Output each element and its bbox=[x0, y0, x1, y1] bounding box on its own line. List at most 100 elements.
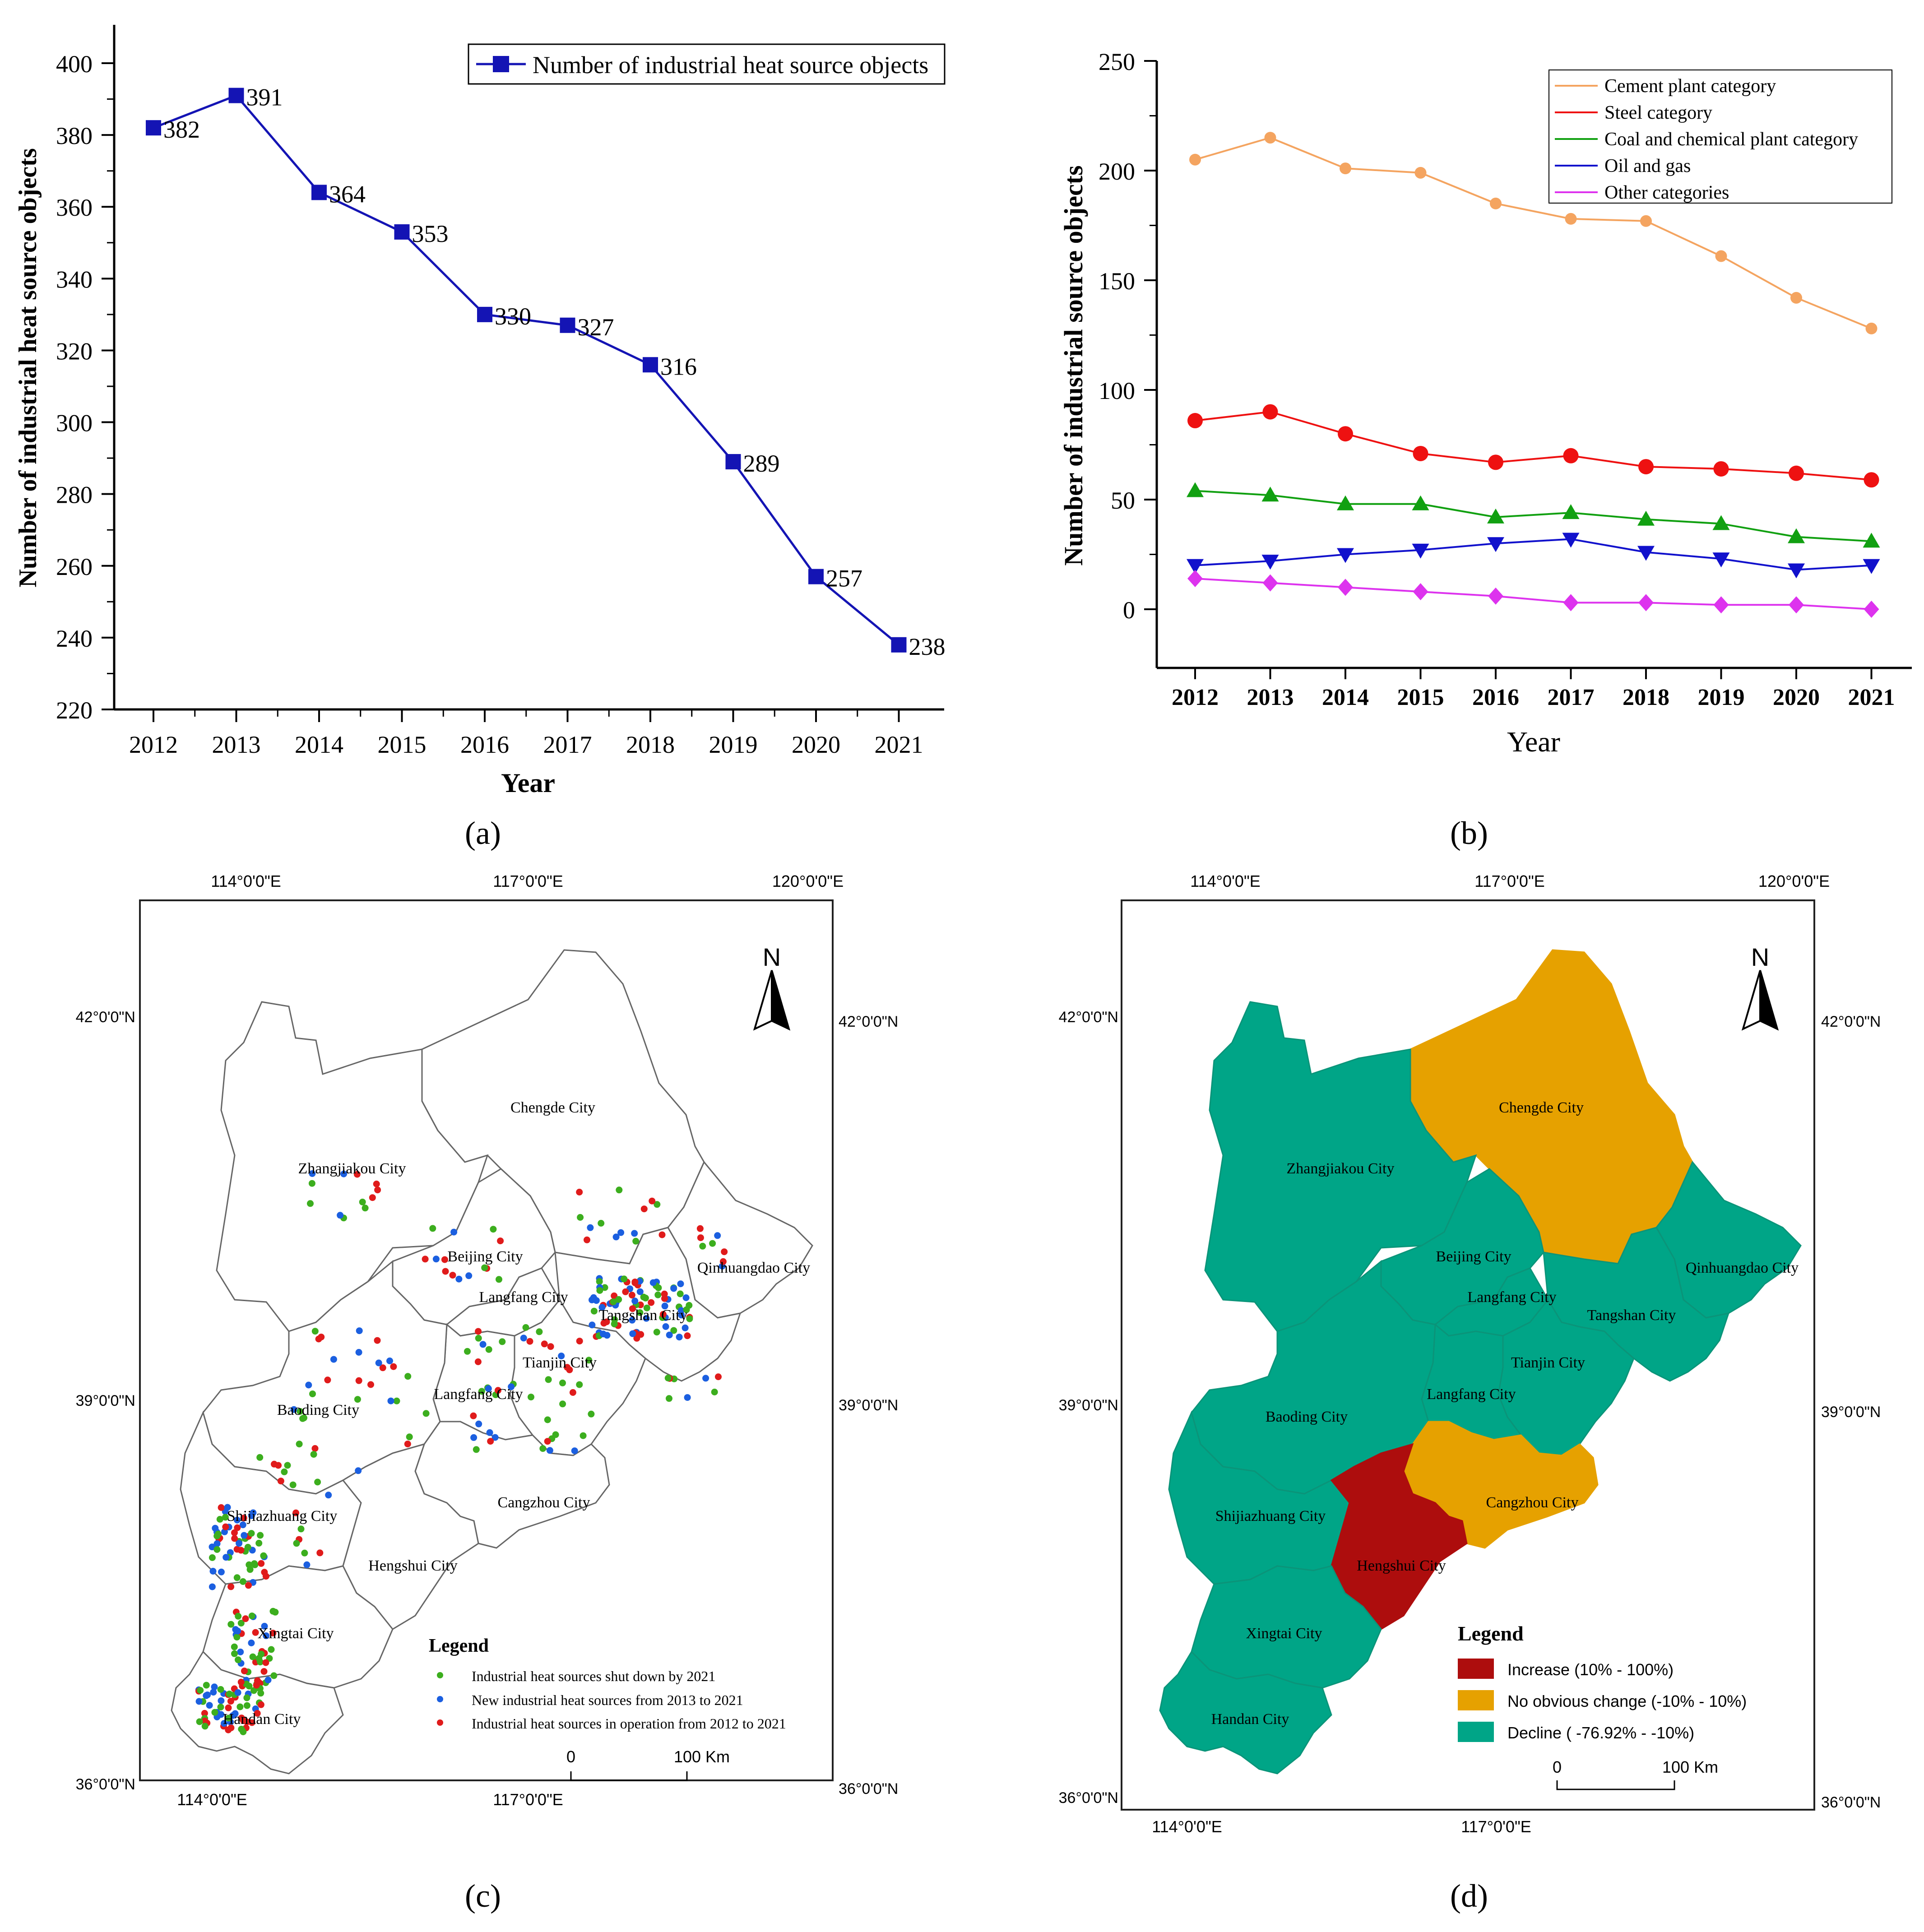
map-c-source-dot bbox=[379, 1364, 386, 1371]
map-c-source-dot bbox=[297, 1408, 304, 1415]
chart-b-point bbox=[1713, 596, 1729, 614]
panel-d-label: (d) bbox=[1450, 1878, 1488, 1914]
map-c-source-dot bbox=[212, 1524, 219, 1532]
chart-b-point bbox=[1338, 579, 1353, 596]
map-c-source-dot bbox=[293, 1540, 300, 1547]
map-c-source-dot bbox=[241, 1668, 248, 1675]
chart-a-point bbox=[477, 306, 492, 322]
map-c-source-dot bbox=[311, 1445, 319, 1452]
map-c-source-dot bbox=[325, 1492, 332, 1499]
map-c-source-dot bbox=[218, 1568, 225, 1575]
map-c-source-dot bbox=[217, 1686, 224, 1693]
map-c-source-dot bbox=[240, 1515, 247, 1522]
map-c-source-dot bbox=[367, 1381, 374, 1388]
map-c-right-lat-label: 39°0'0"N bbox=[839, 1397, 898, 1414]
map-c-source-dot bbox=[387, 1397, 394, 1404]
map-c-source-dot bbox=[252, 1629, 259, 1636]
chart-b-x-tick-label: 2021 bbox=[1848, 685, 1895, 710]
legend-dot-shut bbox=[437, 1672, 443, 1678]
map-c-city-labels: Chengde City Zhangjiakou City Beijing City… bbox=[223, 1099, 811, 1728]
map-c-source-dot bbox=[666, 1331, 673, 1339]
map-c-legend-item-3: Industrial heat sources in operation fro… bbox=[472, 1715, 786, 1732]
chart-a-legend-marker bbox=[493, 56, 509, 72]
chart-a-y-tick-label: 280 bbox=[56, 482, 93, 509]
map-c-source-dot bbox=[337, 1212, 344, 1219]
chart-b-y-label: Number of industrial source objects bbox=[1059, 165, 1088, 565]
map-c-source-dot bbox=[201, 1723, 209, 1730]
map-c-city-chengde: Chengde City bbox=[510, 1099, 595, 1116]
map-c-source-dot bbox=[499, 1338, 506, 1345]
chart-b-y-tick-label: 50 bbox=[1111, 487, 1135, 514]
map-c-source-dot bbox=[666, 1395, 672, 1402]
map-c-source-dot bbox=[311, 1328, 319, 1335]
map-c-source-dot bbox=[251, 1560, 258, 1567]
map-c-source-dot bbox=[307, 1200, 314, 1207]
map-c-source-dot bbox=[316, 1549, 324, 1557]
chart-a-y-axis: 220 240 260 280 300 320 340 360 380 400 bbox=[56, 51, 114, 724]
map-c-source-dot bbox=[616, 1186, 623, 1194]
chart-b-legend-label: Other categories bbox=[1604, 182, 1729, 203]
map-c-source-dot bbox=[571, 1447, 578, 1455]
chart-a-data-label: 364 bbox=[329, 181, 366, 208]
map-c-source-dot bbox=[429, 1225, 436, 1232]
chart-a-data-label: 382 bbox=[163, 116, 200, 143]
legend-swatch-decline bbox=[1458, 1722, 1494, 1742]
map-c-source-dot bbox=[709, 1240, 716, 1247]
chart-a-y-tick-label: 260 bbox=[56, 553, 93, 580]
map-c-source-dot bbox=[536, 1328, 543, 1335]
map-c-source-dot bbox=[491, 1434, 499, 1441]
map-c-source-dot bbox=[225, 1714, 232, 1722]
chart-b-legend: Cement plant category Steel category Coal … bbox=[1548, 69, 1892, 204]
map-c-source-dot bbox=[485, 1385, 492, 1392]
map-c-source-dot bbox=[470, 1434, 478, 1441]
chart-a-data-label: 327 bbox=[578, 314, 614, 341]
chart-a-y-tick-label: 240 bbox=[56, 625, 93, 652]
chart-a-x-tick-label: 2016 bbox=[460, 731, 509, 758]
map-c-source-dot bbox=[246, 1566, 254, 1573]
map-c-source-dot bbox=[558, 1353, 565, 1360]
map-c-source-dot bbox=[696, 1225, 704, 1232]
chart-b-y-axis: 0 50 100 150 200 250 bbox=[1099, 48, 1157, 624]
map-c-dots bbox=[195, 1170, 728, 1735]
map-c-legend-item-1: Industrial heat sources shut down by 202… bbox=[472, 1668, 715, 1684]
map-c-source-dot bbox=[256, 1454, 264, 1461]
map-c-source-dot bbox=[559, 1379, 566, 1386]
chart-a-x-tick-label: 2017 bbox=[543, 731, 592, 758]
map-c-source-dot bbox=[544, 1438, 551, 1445]
map-c-source-dot bbox=[629, 1330, 636, 1337]
map-c-source-dot bbox=[275, 1462, 282, 1469]
map-c-source-dot bbox=[340, 1170, 348, 1177]
map-c-source-dot bbox=[508, 1383, 515, 1390]
map-c-source-dot bbox=[596, 1287, 603, 1294]
chart-a-x-tick-label: 2020 bbox=[792, 731, 840, 758]
map-c-source-dot bbox=[593, 1297, 600, 1304]
map-c-source-dot bbox=[235, 1656, 241, 1663]
map-c-source-dot bbox=[569, 1389, 576, 1396]
chart-a-data-label: 316 bbox=[660, 353, 697, 380]
map-c-source-dot bbox=[684, 1332, 691, 1339]
map-c-source-dot bbox=[632, 1237, 640, 1245]
map-c-source-dot bbox=[715, 1373, 722, 1381]
map-c-source-dot bbox=[301, 1549, 308, 1557]
map-c-source-dot bbox=[218, 1697, 225, 1704]
map-c-legend-item-2: New industrial heat sources from 2013 to… bbox=[472, 1692, 743, 1708]
map-c-source-dot bbox=[544, 1416, 551, 1423]
map-c-source-dot bbox=[636, 1309, 644, 1316]
chart-b-point bbox=[1261, 486, 1279, 502]
map-c-source-dot bbox=[269, 1608, 277, 1615]
map-c-source-dot bbox=[227, 1621, 235, 1628]
chart-b-point bbox=[1565, 213, 1577, 225]
panel-b-label: (b) bbox=[1450, 815, 1488, 851]
chart-b-point bbox=[1712, 515, 1730, 530]
map-d-city-labels: Chengde City Zhangjiakou City Beijing City… bbox=[1211, 1099, 1799, 1728]
map-d-city-cangzhou: Cangzhou City bbox=[1486, 1494, 1579, 1511]
map-c-source-dot bbox=[474, 1358, 482, 1365]
chart-b-point bbox=[1262, 574, 1278, 592]
chart-a-point bbox=[228, 88, 244, 103]
map-c-source-dot bbox=[223, 1554, 230, 1561]
map-c-city-langfangS: Langfang City bbox=[434, 1386, 523, 1403]
map-c-city-langfangN: Langfang City bbox=[479, 1289, 568, 1306]
north-arrow-icon-dark bbox=[1759, 970, 1779, 1031]
chart-a-y-label: Number of industrial heat source objects bbox=[14, 148, 42, 587]
map-c-source-dot bbox=[227, 1698, 234, 1705]
